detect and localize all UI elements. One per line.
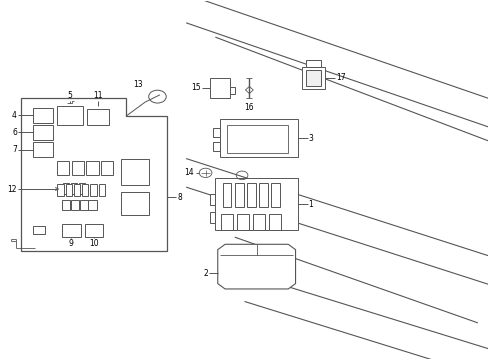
Polygon shape	[227, 125, 287, 153]
Bar	[57, 106, 82, 125]
Bar	[79, 183, 85, 194]
Bar	[99, 184, 105, 196]
Text: 12: 12	[7, 185, 17, 194]
Bar	[210, 78, 229, 98]
Bar	[63, 183, 69, 194]
Bar	[72, 161, 84, 175]
Bar	[33, 125, 53, 140]
Bar	[271, 183, 280, 207]
Bar	[212, 128, 220, 137]
Text: 6: 6	[12, 128, 17, 137]
Bar	[33, 226, 45, 234]
Bar	[221, 215, 233, 230]
Bar	[301, 67, 325, 89]
Bar	[90, 184, 97, 196]
Text: 10: 10	[89, 239, 99, 248]
Bar	[305, 60, 321, 67]
Bar	[212, 143, 220, 152]
Bar	[57, 184, 63, 196]
Bar	[234, 183, 243, 207]
Bar	[62, 224, 81, 237]
Bar	[71, 183, 77, 194]
Bar	[71, 201, 79, 211]
Bar	[87, 109, 109, 125]
Bar	[101, 161, 113, 175]
Bar	[220, 119, 297, 157]
Bar	[84, 224, 103, 237]
Bar	[305, 69, 321, 86]
Text: 9: 9	[69, 239, 74, 248]
Text: 14: 14	[184, 168, 194, 177]
Bar	[222, 183, 231, 207]
Polygon shape	[217, 244, 295, 289]
Bar	[229, 87, 234, 94]
Text: 3: 3	[308, 134, 313, 143]
Bar	[57, 161, 69, 175]
Polygon shape	[21, 98, 166, 251]
Text: 8: 8	[178, 193, 182, 202]
Text: 11: 11	[93, 91, 103, 100]
Bar	[210, 212, 215, 223]
Bar	[120, 192, 148, 215]
Bar	[210, 194, 215, 205]
Bar	[86, 161, 99, 175]
Bar	[259, 183, 267, 207]
Text: 5: 5	[67, 91, 72, 100]
Bar	[246, 183, 255, 207]
Bar	[253, 215, 265, 230]
Text: 2: 2	[203, 269, 207, 278]
Bar	[65, 184, 72, 196]
Text: 4: 4	[12, 111, 17, 120]
Bar	[33, 142, 53, 157]
Bar	[62, 201, 70, 211]
Bar	[88, 201, 97, 211]
Bar	[215, 178, 297, 230]
Bar	[120, 159, 148, 185]
Text: 15: 15	[191, 83, 201, 92]
Text: 7: 7	[12, 145, 17, 154]
Bar	[74, 184, 80, 196]
Bar	[33, 108, 53, 123]
Bar	[237, 215, 249, 230]
Bar	[82, 184, 88, 196]
Text: 1: 1	[308, 199, 313, 208]
Text: 17: 17	[335, 73, 345, 82]
Text: 16: 16	[244, 103, 254, 112]
Bar	[269, 215, 281, 230]
Text: 13: 13	[133, 81, 142, 90]
Bar	[80, 201, 88, 211]
